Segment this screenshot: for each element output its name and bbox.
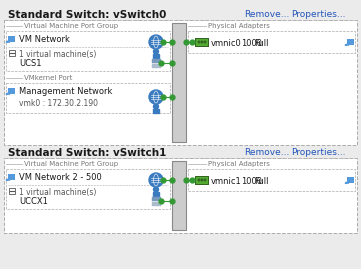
Polygon shape xyxy=(345,182,349,183)
Circle shape xyxy=(153,49,158,54)
Text: Properties...: Properties... xyxy=(291,10,345,19)
Text: vmnic1: vmnic1 xyxy=(211,177,242,186)
Text: Remove...: Remove... xyxy=(244,148,290,157)
Circle shape xyxy=(149,90,163,104)
Bar xyxy=(9,50,15,56)
Text: 1000: 1000 xyxy=(241,177,262,186)
Text: UCS1: UCS1 xyxy=(19,59,42,68)
Text: Full: Full xyxy=(254,177,269,186)
Polygon shape xyxy=(345,44,349,45)
Polygon shape xyxy=(6,93,10,94)
Circle shape xyxy=(153,104,158,109)
Text: VMkernel Port: VMkernel Port xyxy=(24,75,72,81)
Bar xyxy=(4,158,357,233)
Text: VM Network: VM Network xyxy=(19,35,70,44)
Bar xyxy=(347,177,354,183)
Bar xyxy=(6,169,170,209)
Bar xyxy=(153,109,159,113)
Circle shape xyxy=(201,41,203,43)
Text: Properties...: Properties... xyxy=(291,148,345,157)
Circle shape xyxy=(201,179,203,181)
Bar xyxy=(172,161,186,230)
Bar xyxy=(152,59,161,63)
Text: vmk0 : 172.30.2.190: vmk0 : 172.30.2.190 xyxy=(19,99,98,108)
Bar xyxy=(8,36,15,42)
Bar xyxy=(195,38,209,47)
Bar xyxy=(6,83,170,113)
Bar xyxy=(9,188,15,194)
Circle shape xyxy=(198,179,200,181)
Text: 1000: 1000 xyxy=(241,39,262,48)
Text: Remove...: Remove... xyxy=(244,10,290,19)
Bar xyxy=(196,177,208,184)
Text: Physical Adapters: Physical Adapters xyxy=(208,161,270,167)
Circle shape xyxy=(204,41,206,43)
Text: Virtual Machine Port Group: Virtual Machine Port Group xyxy=(24,161,118,167)
Bar xyxy=(152,63,161,68)
Text: vmnic0: vmnic0 xyxy=(211,39,242,48)
Bar xyxy=(196,39,208,46)
Text: Physical Adapters: Physical Adapters xyxy=(208,23,270,29)
Circle shape xyxy=(153,187,158,192)
Bar xyxy=(172,23,186,142)
Polygon shape xyxy=(6,179,10,180)
Text: Standard Switch: vSwitch0: Standard Switch: vSwitch0 xyxy=(8,10,166,20)
Text: VM Network 2 - 500: VM Network 2 - 500 xyxy=(19,173,102,182)
Text: UCCX1: UCCX1 xyxy=(19,197,48,206)
Bar xyxy=(8,174,15,180)
Text: Standard Switch: vSwitch1: Standard Switch: vSwitch1 xyxy=(8,148,166,158)
Text: Management Network: Management Network xyxy=(19,87,112,96)
Circle shape xyxy=(198,41,200,43)
Bar xyxy=(8,88,15,94)
Bar xyxy=(188,31,355,53)
Circle shape xyxy=(149,173,163,187)
Text: Virtual Machine Port Group: Virtual Machine Port Group xyxy=(24,23,118,29)
Bar xyxy=(188,169,355,191)
Bar xyxy=(153,192,159,196)
Bar xyxy=(153,54,159,58)
Text: 1 virtual machine(s): 1 virtual machine(s) xyxy=(19,50,96,59)
Text: 1 virtual machine(s): 1 virtual machine(s) xyxy=(19,188,96,197)
Bar xyxy=(347,39,354,45)
Bar xyxy=(4,20,357,145)
Bar xyxy=(6,31,170,71)
Bar xyxy=(152,197,161,201)
Circle shape xyxy=(149,35,163,49)
Polygon shape xyxy=(6,41,10,43)
Text: Full: Full xyxy=(254,39,269,48)
Circle shape xyxy=(204,179,206,181)
Bar xyxy=(195,176,209,185)
Bar xyxy=(152,201,161,206)
